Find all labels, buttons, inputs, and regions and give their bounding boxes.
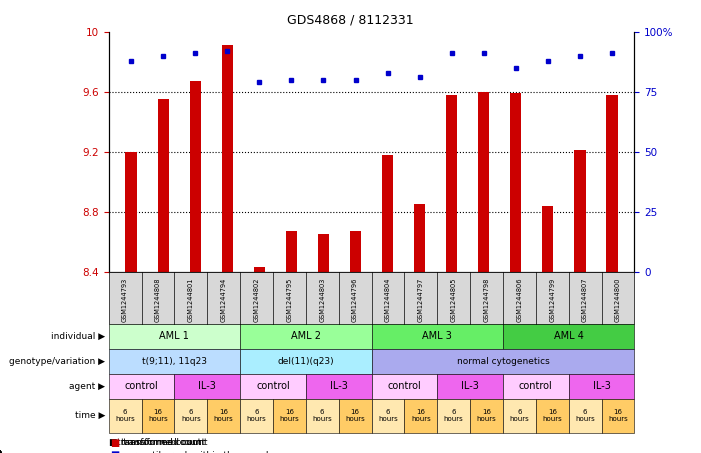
Text: GSM1244807: GSM1244807: [582, 277, 588, 322]
Text: 6
hours: 6 hours: [576, 409, 595, 422]
Text: GSM1244795: GSM1244795: [287, 277, 292, 322]
Text: 6
hours: 6 hours: [181, 409, 200, 422]
Text: ■: ■: [110, 450, 119, 453]
Bar: [222, 45, 233, 272]
Text: 6
hours: 6 hours: [510, 409, 529, 422]
Bar: [446, 95, 457, 272]
Bar: [414, 204, 426, 272]
Text: GSM1244794: GSM1244794: [221, 277, 226, 322]
Text: genotype/variation ▶: genotype/variation ▶: [9, 357, 105, 366]
Bar: [158, 99, 169, 272]
Text: GSM1244808: GSM1244808: [155, 277, 161, 322]
Text: IL-3: IL-3: [329, 381, 348, 391]
Text: GDS4868 / 8112331: GDS4868 / 8112331: [287, 14, 414, 27]
Bar: [606, 95, 618, 272]
Bar: [543, 206, 554, 272]
Text: GSM1244799: GSM1244799: [550, 277, 555, 322]
Text: GSM1244793: GSM1244793: [122, 277, 128, 322]
Text: 6
hours: 6 hours: [313, 409, 332, 422]
Text: 16
hours: 16 hours: [148, 409, 168, 422]
Text: GSM1244806: GSM1244806: [517, 277, 522, 322]
Text: 16
hours: 16 hours: [214, 409, 233, 422]
Text: GSM1244798: GSM1244798: [484, 277, 489, 322]
Text: GSM1244796: GSM1244796: [352, 277, 358, 322]
Text: GSM1244800: GSM1244800: [615, 277, 621, 322]
Text: GSM1244805: GSM1244805: [451, 277, 456, 322]
Text: time ▶: time ▶: [75, 411, 105, 420]
Text: AML 2: AML 2: [291, 331, 321, 342]
Text: 16
hours: 16 hours: [411, 409, 430, 422]
Text: normal cytogenetics: normal cytogenetics: [456, 357, 550, 366]
Bar: [382, 155, 393, 272]
Text: agent ▶: agent ▶: [69, 382, 105, 390]
Text: ■: ■: [110, 438, 119, 448]
Bar: [510, 93, 522, 272]
Text: transformed count: transformed count: [117, 438, 201, 447]
Text: GSM1244797: GSM1244797: [418, 277, 424, 322]
Text: AML 1: AML 1: [159, 331, 189, 342]
Text: del(11)(q23): del(11)(q23): [278, 357, 334, 366]
Text: control: control: [388, 381, 421, 391]
Bar: [574, 150, 585, 272]
Bar: [286, 231, 297, 272]
Text: control: control: [519, 381, 552, 391]
Text: 6
hours: 6 hours: [247, 409, 266, 422]
Bar: [189, 81, 200, 272]
Text: 16
hours: 16 hours: [543, 409, 562, 422]
Text: AML 4: AML 4: [554, 331, 584, 342]
Text: GSM1244802: GSM1244802: [254, 277, 259, 322]
Text: GSM1244801: GSM1244801: [188, 277, 193, 322]
Text: percentile rank within the sample: percentile rank within the sample: [121, 451, 274, 453]
Text: 16
hours: 16 hours: [608, 409, 628, 422]
Text: IL-3: IL-3: [592, 381, 611, 391]
Text: ■  transformed count: ■ transformed count: [109, 438, 207, 447]
Text: 16
hours: 16 hours: [345, 409, 365, 422]
Text: individual ▶: individual ▶: [51, 332, 105, 341]
Text: 6
hours: 6 hours: [444, 409, 463, 422]
Bar: [254, 267, 265, 272]
Text: 6
hours: 6 hours: [115, 409, 135, 422]
Bar: [125, 152, 137, 272]
Text: AML 3: AML 3: [422, 331, 452, 342]
Text: GSM1244804: GSM1244804: [385, 277, 391, 322]
Text: 16
hours: 16 hours: [280, 409, 299, 422]
Text: t(9;11), 11q23: t(9;11), 11q23: [142, 357, 207, 366]
Text: IL-3: IL-3: [198, 381, 216, 391]
Text: control: control: [256, 381, 290, 391]
Text: transformed count: transformed count: [121, 438, 205, 447]
Text: 16
hours: 16 hours: [477, 409, 496, 422]
Bar: [478, 92, 489, 272]
Text: 6
hours: 6 hours: [378, 409, 398, 422]
Text: control: control: [125, 381, 158, 391]
Text: IL-3: IL-3: [461, 381, 479, 391]
Text: GSM1244803: GSM1244803: [319, 277, 325, 322]
Bar: [318, 234, 329, 272]
Bar: [350, 231, 361, 272]
